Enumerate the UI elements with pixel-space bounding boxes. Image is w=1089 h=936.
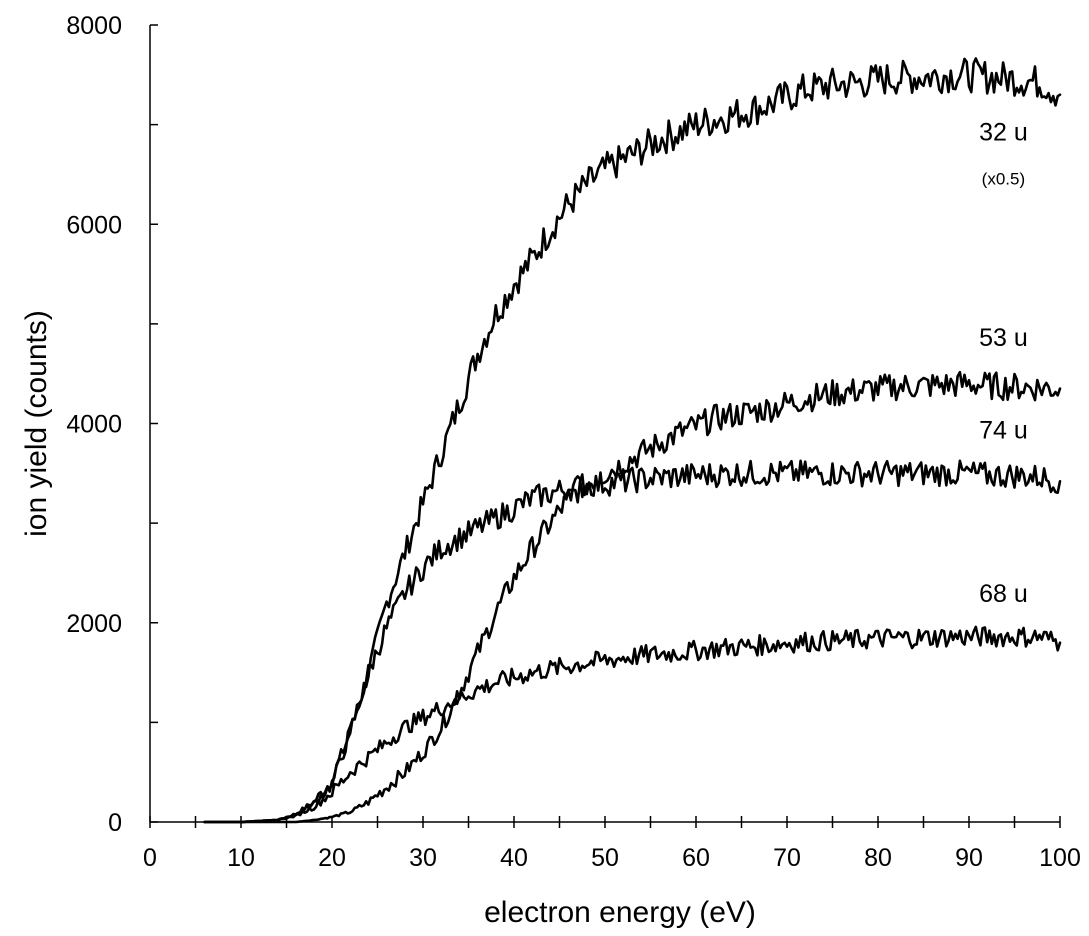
series-label: 74 u [979, 416, 1028, 444]
y-tick-label: 6000 [66, 211, 122, 239]
y-axis-title: ion yield (counts) [20, 310, 53, 537]
x-tick-label: 100 [1039, 844, 1081, 872]
series-label: 68 u [979, 580, 1028, 608]
y-tick-label: 8000 [66, 12, 122, 40]
x-tick-label: 20 [318, 844, 346, 872]
series-label: 53 u [979, 324, 1028, 352]
series-line-53u [239, 370, 1062, 824]
y-tick-label: 2000 [66, 610, 122, 638]
series-note: (x0.5) [982, 169, 1025, 188]
series-label: 32 u [979, 119, 1028, 147]
series-lines [203, 57, 1062, 824]
x-tick-label: 50 [591, 844, 619, 872]
y-tick-label: 0 [108, 809, 122, 837]
x-tick-label: 0 [143, 844, 157, 872]
series-labels: 32 u (x0.5) 53 u 74 u 68 u [979, 119, 1028, 608]
axes [149, 25, 1060, 823]
series-line-74u [203, 459, 1062, 824]
x-tick-label: 10 [227, 844, 255, 872]
x-tick-label: 60 [682, 844, 710, 872]
tick-labels: 0 10 20 30 40 50 60 70 80 90 100 0 2000 4000 6000 8000 [66, 12, 1080, 872]
x-axis-title: electron energy (eV) [484, 896, 756, 929]
x-tick-label: 70 [773, 844, 801, 872]
x-tick-label: 90 [955, 844, 983, 872]
series-line-68u [203, 625, 1062, 824]
series-line-32u [203, 57, 1062, 824]
x-tick-label: 40 [500, 844, 528, 872]
x-tick-label: 80 [864, 844, 892, 872]
axis-ticks [149, 24, 1061, 828]
x-tick-label: 30 [409, 844, 437, 872]
y-tick-label: 4000 [66, 411, 122, 439]
